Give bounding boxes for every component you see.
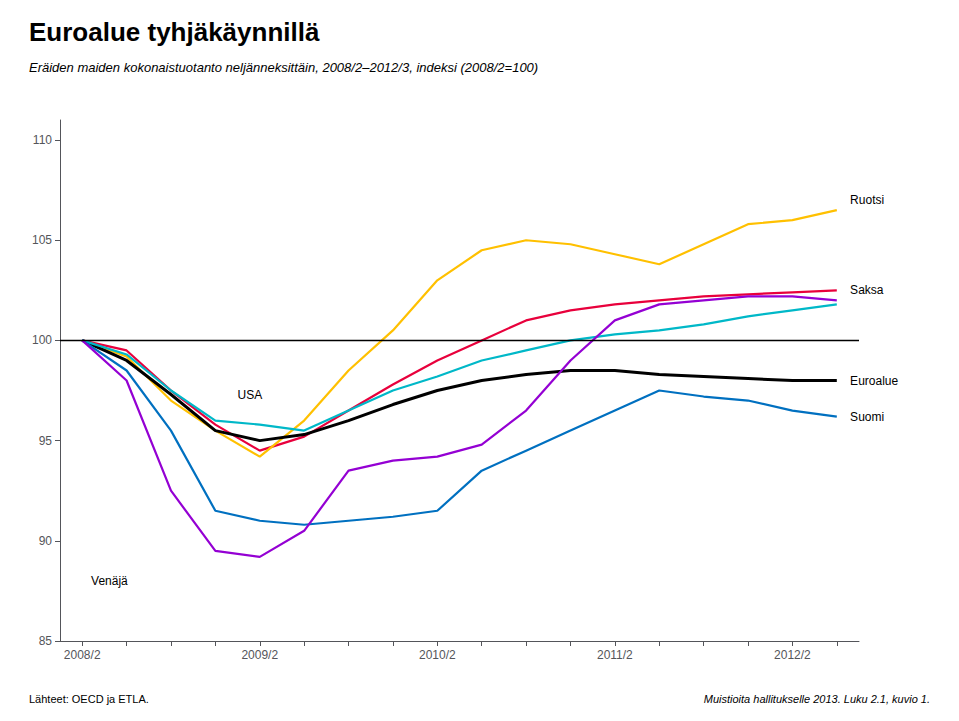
svg-text:105: 105 — [32, 233, 52, 247]
svg-text:2008/2: 2008/2 — [64, 648, 101, 662]
svg-text:Lähteet: OECD ja ETLA.: Lähteet: OECD ja ETLA. — [29, 693, 149, 705]
svg-text:2011/2: 2011/2 — [597, 648, 633, 662]
svg-text:Ruotsi: Ruotsi — [850, 193, 884, 207]
svg-text:USA: USA — [238, 388, 263, 402]
svg-text:110: 110 — [33, 133, 52, 147]
svg-text:Euroalue tyhjäkäynnillä: Euroalue tyhjäkäynnillä — [29, 17, 320, 47]
svg-text:2012/2: 2012/2 — [774, 648, 811, 662]
svg-text:95: 95 — [39, 434, 53, 448]
svg-text:Saksa: Saksa — [850, 283, 884, 297]
svg-text:Suomi: Suomi — [850, 410, 884, 424]
svg-text:Muistioita hallitukselle 2013.: Muistioita hallitukselle 2013. Luku 2.1,… — [704, 693, 930, 705]
svg-text:90: 90 — [39, 534, 53, 548]
svg-text:Venäjä: Venäjä — [91, 574, 128, 588]
svg-text:2010/2: 2010/2 — [419, 648, 456, 662]
svg-text:100: 100 — [32, 333, 52, 347]
svg-text:Euroalue: Euroalue — [850, 374, 898, 388]
svg-text:Eräiden maiden kokonaistuotant: Eräiden maiden kokonaistuotanto neljänne… — [29, 60, 538, 75]
svg-text:2009/2: 2009/2 — [241, 648, 278, 662]
svg-text:85: 85 — [39, 634, 53, 648]
